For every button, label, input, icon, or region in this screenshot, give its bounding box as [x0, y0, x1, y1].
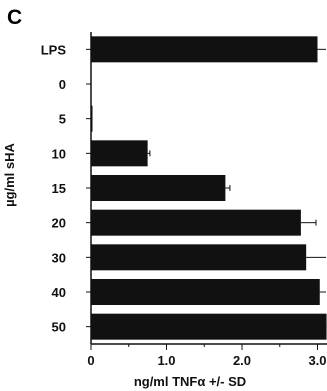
bar-20 [91, 209, 301, 236]
bar-10 [91, 140, 148, 167]
error-bars-layer [147, 48, 327, 328]
x-tick-label-0: 0 [87, 353, 94, 368]
x-tick-label-1: 1.0 [157, 353, 175, 368]
category-label-0: 0 [59, 77, 66, 92]
x-axis-title: ng/ml TNFα +/- SD [134, 374, 246, 389]
bar-15 [91, 175, 226, 201]
category-label-50: 50 [52, 320, 66, 335]
bars-layer [91, 36, 327, 340]
axes-layer [86, 32, 327, 350]
bar-30 [91, 244, 307, 271]
category-label-10: 10 [52, 146, 66, 161]
category-label-15: 15 [52, 181, 66, 196]
x-tick-label-3: 3.0 [308, 353, 326, 368]
category-label-30: 30 [52, 250, 66, 265]
bar-5 [91, 105, 93, 132]
bar-40 [91, 279, 320, 305]
bar-lps [91, 36, 318, 63]
category-label-40: 40 [52, 285, 66, 300]
panel-label: C [7, 6, 22, 29]
bar-50 [91, 313, 327, 340]
x-tick-label-2: 2.0 [233, 353, 251, 368]
labels-layer: LPS 0 5 10 15 20 30 40 50 0 1.0 2.0 3.0 [41, 42, 327, 368]
y-axis-title: µg/ml sHA [2, 142, 17, 206]
category-label-lps: LPS [41, 42, 67, 57]
category-label-5: 5 [59, 112, 66, 127]
category-label-20: 20 [52, 216, 66, 231]
